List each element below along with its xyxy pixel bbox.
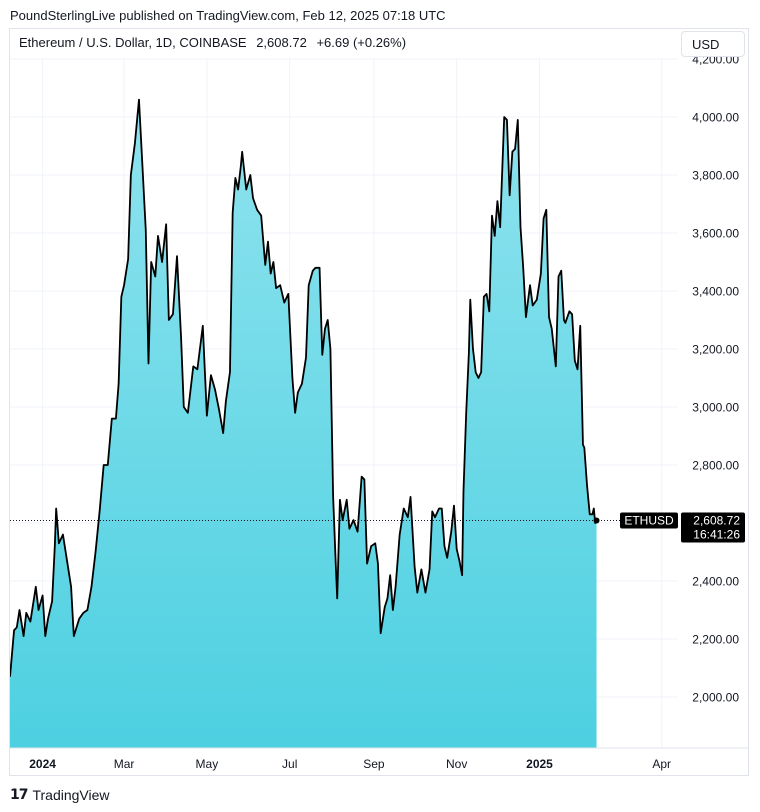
publisher-line: PoundSterlingLive published on TradingVi… xyxy=(10,8,446,23)
price-area xyxy=(10,99,597,748)
y-tick-label: 2,400.00 xyxy=(692,575,739,589)
x-tick-label: Apr xyxy=(652,757,671,771)
x-tick-label: 2024 xyxy=(29,757,56,771)
symbol-tag-label: ETHUSD xyxy=(624,513,674,527)
x-tick-label: Sep xyxy=(363,757,385,771)
y-tick-label: 3,800.00 xyxy=(692,169,739,183)
y-tick-label: 2,200.00 xyxy=(692,633,739,647)
price-line xyxy=(10,98,598,677)
price-axis[interactable]: 2,000.002,200.002,400.002,600.002,800.00… xyxy=(692,53,739,705)
x-tick-label: 2025 xyxy=(526,757,553,771)
tradingview-logo-icon: 17 xyxy=(10,787,29,803)
legend-price: 2,608.72 xyxy=(256,35,307,50)
last-price-value: 2,608.72 xyxy=(693,513,740,527)
y-tick-label: 2,800.00 xyxy=(692,459,739,473)
y-tick-label: 3,000.00 xyxy=(692,401,739,415)
tradingview-brand[interactable]: 17 TradingView xyxy=(10,787,110,803)
y-tick-label: 2,000.00 xyxy=(692,691,739,705)
symbol-tag: ETHUSD xyxy=(620,512,678,529)
last-price-marker xyxy=(593,517,600,524)
y-tick-label: 3,400.00 xyxy=(692,285,739,299)
x-tick-label: Nov xyxy=(446,757,467,771)
y-tick-label: 3,600.00 xyxy=(692,227,739,241)
symbol-legend: Ethereum / U.S. Dollar, 1D, COINBASE 2,6… xyxy=(19,35,406,50)
y-tick-label: 4,000.00 xyxy=(692,111,739,125)
x-tick-label: Jul xyxy=(282,757,297,771)
legend-symbol: Ethereum / U.S. Dollar, 1D, COINBASE xyxy=(19,35,247,50)
y-tick-label: 3,200.00 xyxy=(692,343,739,357)
x-tick-label: Mar xyxy=(114,757,135,771)
chart-frame xyxy=(9,28,749,776)
bar-countdown: 16:41:26 xyxy=(693,527,740,541)
time-axis[interactable]: 2024 Mar May Jul Sep Nov 2025 Apr xyxy=(29,757,671,771)
legend-change: +6.69 (+0.26%) xyxy=(316,35,407,50)
x-tick-label: May xyxy=(196,757,219,771)
brand-name: TradingView xyxy=(32,787,110,803)
currency-button[interactable]: USD xyxy=(681,31,745,57)
